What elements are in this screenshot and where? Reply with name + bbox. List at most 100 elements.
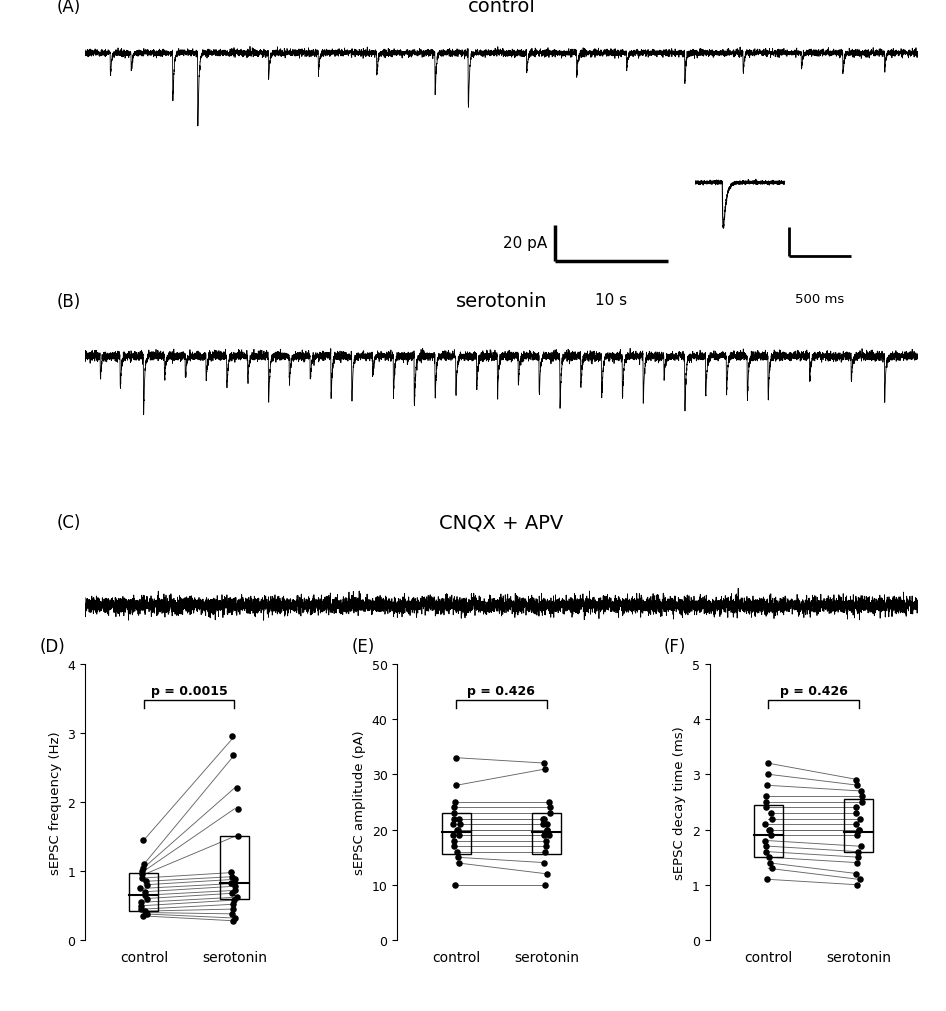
Text: 10 pA: 10 pA — [744, 234, 782, 247]
Point — [447, 877, 463, 893]
Point — [134, 898, 149, 914]
Text: 20 pA: 20 pA — [503, 236, 547, 251]
Point — [230, 829, 245, 845]
Point — [537, 844, 552, 860]
Point — [136, 832, 151, 848]
Point — [759, 800, 774, 816]
Point — [762, 855, 778, 871]
Point — [228, 879, 243, 895]
Text: p = 0.426: p = 0.426 — [780, 684, 848, 698]
Point — [226, 892, 241, 908]
Point — [537, 827, 552, 843]
Point — [541, 794, 556, 810]
Point — [449, 822, 464, 838]
Point — [139, 891, 154, 907]
Point — [133, 881, 149, 897]
Text: p = 0.0015: p = 0.0015 — [150, 684, 228, 698]
Point — [540, 822, 555, 838]
Point — [852, 811, 867, 827]
Point — [137, 888, 152, 904]
Point — [848, 800, 863, 816]
Y-axis label: sEPSC frequency (Hz): sEPSC frequency (Hz) — [49, 730, 61, 874]
Point — [535, 811, 551, 827]
Point — [760, 777, 775, 794]
Point — [758, 833, 773, 849]
Point — [852, 871, 867, 888]
Bar — [845, 800, 873, 852]
Point — [133, 894, 149, 910]
Point — [762, 822, 777, 838]
Point — [758, 816, 773, 832]
Point — [449, 844, 464, 860]
Point — [138, 884, 153, 900]
Point — [226, 896, 241, 912]
Point — [139, 874, 154, 890]
Point — [536, 855, 552, 871]
Point — [230, 801, 245, 817]
Point — [446, 827, 461, 843]
Point — [140, 906, 155, 922]
Point — [448, 750, 464, 766]
Point — [225, 901, 240, 917]
Point — [536, 755, 552, 771]
Point — [135, 859, 150, 876]
Point — [223, 864, 238, 881]
Point — [134, 863, 149, 880]
Point — [450, 822, 465, 838]
Text: serotonin: serotonin — [456, 292, 547, 311]
Point — [451, 811, 466, 827]
Point — [761, 766, 776, 783]
Point — [541, 827, 556, 843]
Point — [229, 890, 244, 906]
Point — [539, 822, 554, 838]
Point — [537, 877, 552, 893]
Point — [134, 866, 149, 883]
Point — [540, 816, 555, 832]
Point — [850, 877, 865, 893]
Point — [759, 789, 774, 805]
Text: CNQX + APV: CNQX + APV — [439, 514, 564, 532]
Text: 500 ms: 500 ms — [795, 293, 844, 306]
Point — [228, 871, 243, 888]
Point — [764, 860, 780, 877]
Point — [762, 849, 777, 865]
Bar — [220, 837, 249, 899]
Point — [854, 794, 869, 810]
Bar — [442, 813, 470, 854]
Point — [759, 794, 774, 810]
Point — [540, 865, 555, 882]
Point — [850, 849, 866, 865]
Point — [537, 761, 552, 777]
Point — [538, 838, 553, 854]
Text: (C): (C) — [57, 514, 81, 532]
Point — [223, 876, 238, 892]
Point — [761, 755, 776, 771]
Point — [452, 855, 467, 871]
Point — [447, 800, 462, 816]
Point — [853, 783, 868, 799]
Point — [850, 827, 865, 843]
Point — [850, 855, 865, 871]
Point — [764, 811, 780, 827]
Point — [140, 877, 155, 893]
Point — [852, 822, 867, 838]
Point — [851, 822, 867, 838]
Point — [759, 844, 774, 860]
Point — [227, 883, 242, 899]
Point — [542, 805, 557, 821]
Point — [136, 856, 151, 872]
Point — [229, 780, 244, 797]
Point — [135, 908, 150, 924]
Point — [134, 870, 149, 887]
Point — [447, 794, 463, 810]
Point — [134, 901, 149, 917]
Point — [850, 844, 866, 860]
Text: (D): (D) — [40, 638, 65, 656]
Point — [447, 833, 462, 849]
Point — [850, 777, 865, 794]
Point — [224, 868, 239, 885]
Point — [452, 816, 467, 832]
Point — [224, 906, 239, 922]
Point — [760, 871, 775, 888]
Point — [138, 905, 153, 921]
